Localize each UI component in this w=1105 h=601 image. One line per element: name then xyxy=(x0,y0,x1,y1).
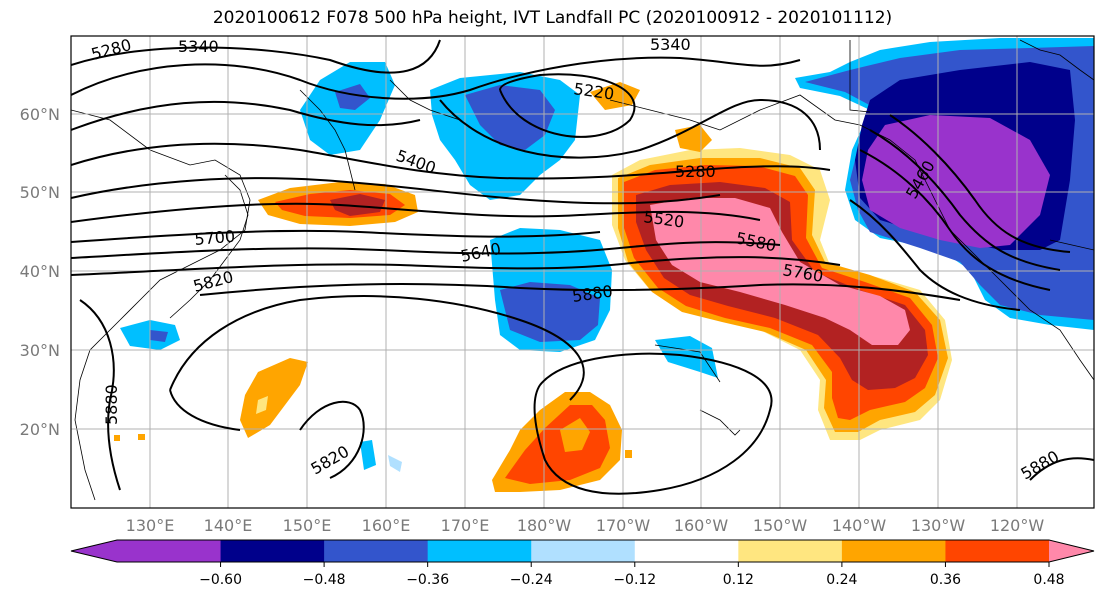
colorbar-tick-label: 0.36 xyxy=(930,572,961,588)
colorbar-tick-label: −0.12 xyxy=(613,572,656,588)
colorbar-segment xyxy=(427,540,532,562)
lat-label: 30°N xyxy=(20,341,60,360)
lon-label: 170°W xyxy=(596,516,651,535)
lon-label: 170°E xyxy=(441,516,490,535)
graticule xyxy=(71,36,1094,508)
lat-label: 20°N xyxy=(20,420,60,439)
lon-label: 160°E xyxy=(362,516,411,535)
longitude-labels: 130°E 140°E 150°E 160°E 170°E 180°W 170°… xyxy=(126,516,1045,535)
colorbar-extend-low xyxy=(71,540,117,562)
lon-label: 120°W xyxy=(990,516,1045,535)
negative-ivt-shading xyxy=(120,38,1094,472)
colorbar-tick-label: −0.48 xyxy=(303,572,346,588)
map-frame xyxy=(70,35,1095,509)
lat-label: 60°N xyxy=(20,105,60,124)
map-title: 2020100612 F078 500 hPa height, IVT Land… xyxy=(212,8,893,28)
colorbar-segment xyxy=(841,540,946,562)
colorbar-tick-label: 0.24 xyxy=(826,572,857,588)
lat-label: 40°N xyxy=(20,262,60,281)
colorbar-segment xyxy=(324,540,429,562)
colorbar-tick-label: −0.24 xyxy=(510,572,553,588)
lon-label: 160°W xyxy=(674,516,729,535)
colorbar-segment xyxy=(117,540,222,562)
latitude-labels: 60°N 50°N 40°N 30°N 20°N xyxy=(20,105,60,439)
lat-label: 50°N xyxy=(20,183,60,202)
colorbar-outline xyxy=(70,539,1095,563)
lon-label: 130°E xyxy=(126,516,175,535)
lon-label: 140°E xyxy=(204,516,253,535)
colorbar: −0.60 −0.48 −0.36 −0.24 −0.12 0.12 0.24 0.36 0.4… xyxy=(70,539,1095,588)
contour-label: 5340 xyxy=(178,37,219,56)
colorbar-segment xyxy=(945,540,1050,562)
contour-label: 5880 xyxy=(102,384,121,425)
contour-label: 5700 xyxy=(194,227,236,249)
colorbar-tick-label: −0.60 xyxy=(199,572,242,588)
colorbar-segment xyxy=(531,540,636,562)
coastlines xyxy=(71,39,1094,501)
colorbar-segment xyxy=(634,540,739,562)
colorbar-tick-label: 0.48 xyxy=(1033,572,1064,588)
contour-label: 5280 xyxy=(675,162,716,181)
lon-label: 150°E xyxy=(283,516,332,535)
lon-label: 140°W xyxy=(832,516,887,535)
lon-label: 130°W xyxy=(911,516,966,535)
contour-label: 5340 xyxy=(650,35,691,54)
colorbar-tick-label: 0.12 xyxy=(723,572,754,588)
lon-label: 180°W xyxy=(517,516,572,535)
colorbar-segment xyxy=(738,540,843,562)
colorbar-tick-label: −0.36 xyxy=(406,572,449,588)
colorbar-segment xyxy=(220,540,325,562)
colorbar-extend-high xyxy=(1049,540,1094,562)
height-contours xyxy=(71,39,1094,495)
lon-label: 150°W xyxy=(753,516,808,535)
